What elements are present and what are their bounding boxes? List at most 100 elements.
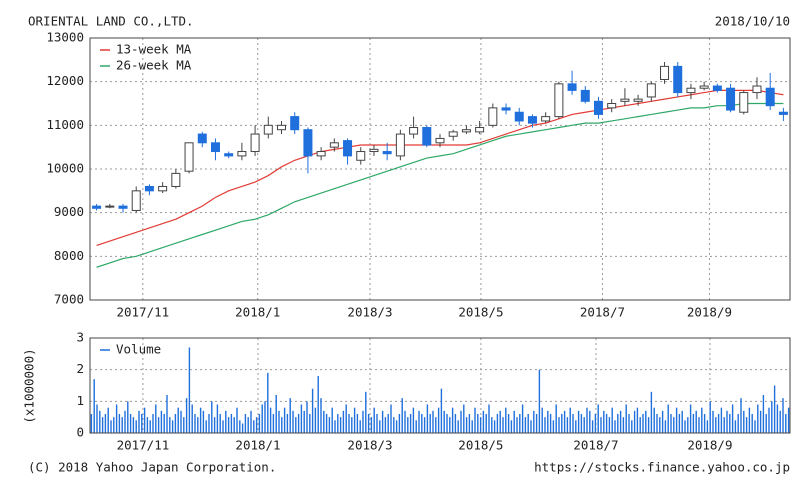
volume-bar	[446, 414, 448, 433]
volume-bar	[370, 417, 373, 433]
volume-bar	[101, 417, 104, 433]
volume-bar	[275, 395, 277, 433]
volume-bar	[241, 423, 244, 433]
volume-bar	[530, 420, 532, 433]
volume-bar	[513, 410, 515, 433]
volume-bar	[496, 414, 499, 433]
volume-bar	[547, 410, 549, 433]
volume-bar	[339, 417, 342, 433]
volume-bar	[421, 414, 423, 433]
volume-bar	[387, 414, 389, 433]
volume-bar	[409, 414, 412, 433]
volume-bar	[451, 407, 454, 433]
volume-bar	[183, 417, 185, 433]
volume-bar	[384, 417, 387, 433]
volume-bar	[432, 410, 434, 433]
volume-bar	[521, 404, 524, 433]
volume-bar	[647, 417, 650, 433]
volume-bar	[751, 414, 753, 433]
volume-bar	[561, 414, 563, 433]
source: https://stocks.finance.yahoo.co.jp	[534, 460, 790, 475]
volume-bar	[636, 407, 639, 433]
candle-body	[488, 107, 498, 126]
volume-bar	[253, 420, 255, 433]
volume-bar	[264, 401, 266, 433]
volume-bar	[729, 414, 731, 433]
candle-body	[356, 151, 366, 161]
volume-bar	[295, 417, 297, 433]
volume-bar	[348, 414, 350, 433]
candle-body	[461, 129, 471, 133]
volume-bar	[468, 414, 471, 433]
volume-bar	[538, 369, 541, 433]
volume-bar	[174, 414, 177, 433]
volume-bar	[684, 420, 686, 433]
volume-bar	[555, 404, 557, 433]
candle-body	[501, 107, 511, 111]
volume-bar	[143, 407, 146, 433]
volume-bar	[591, 420, 594, 433]
volume-bar	[303, 410, 305, 433]
volume-bar	[695, 410, 697, 433]
volume-bar	[353, 407, 356, 433]
volume-bar	[737, 414, 739, 433]
volume-bar	[314, 407, 317, 433]
volume-bar	[754, 420, 756, 433]
candle-body	[118, 205, 128, 209]
moving-average-line	[96, 89, 784, 246]
candle-body	[673, 65, 683, 94]
volume-bar	[510, 420, 513, 433]
candle-body	[382, 151, 392, 155]
volume-bar	[258, 414, 261, 433]
volume-bar	[625, 404, 627, 433]
volume-bar	[566, 417, 569, 433]
candle-body	[593, 100, 603, 115]
volume-bar	[247, 417, 249, 433]
volume-bar	[225, 410, 227, 433]
candle-body	[686, 87, 696, 94]
volume-bar	[169, 417, 171, 433]
volume-bar	[390, 404, 392, 433]
volume-bar	[415, 420, 417, 433]
volume-bar	[457, 420, 459, 433]
volume-bar	[499, 410, 501, 433]
volume-bar	[664, 420, 667, 433]
volume-bar	[255, 417, 258, 433]
volume-bar	[233, 417, 235, 433]
x-tick-label: 2018/7	[573, 438, 618, 453]
volume-bar	[138, 410, 140, 433]
volume-bar	[460, 410, 462, 433]
volume-bar	[317, 376, 319, 433]
x-tick-label: 2018/9	[687, 305, 732, 320]
candle-body	[514, 111, 524, 122]
volume-bar	[104, 414, 107, 433]
y-tick-label: 9000	[54, 204, 84, 219]
x-tick-label: 2017/11	[117, 438, 170, 453]
volume-bar	[670, 414, 672, 433]
volume-bar	[477, 414, 479, 433]
volume-bar	[726, 410, 728, 433]
volume-bar	[381, 410, 384, 433]
y-tick-label: 3	[76, 330, 84, 345]
volume-bar	[659, 417, 661, 433]
volume-bar	[398, 414, 401, 433]
volume-bar	[376, 414, 378, 433]
copyright: (C) 2018 Yahoo Japan Corporation.	[28, 460, 276, 475]
candle-body	[343, 140, 353, 157]
volume-bar	[115, 404, 118, 433]
volume-bar	[412, 407, 415, 433]
volume-bar	[185, 398, 188, 433]
volume-bar	[706, 420, 709, 433]
candle-body	[527, 116, 537, 124]
volume-bar	[689, 404, 692, 433]
volume-bar	[465, 417, 468, 433]
volume-bar	[423, 417, 426, 433]
volume-bar	[199, 407, 202, 433]
volume-bar	[569, 407, 571, 433]
candle-body	[316, 151, 326, 157]
candle-body	[699, 85, 709, 89]
candle-body	[184, 142, 194, 172]
candle-body	[422, 127, 432, 146]
volume-bar	[717, 414, 720, 433]
volume-bar	[692, 414, 695, 433]
